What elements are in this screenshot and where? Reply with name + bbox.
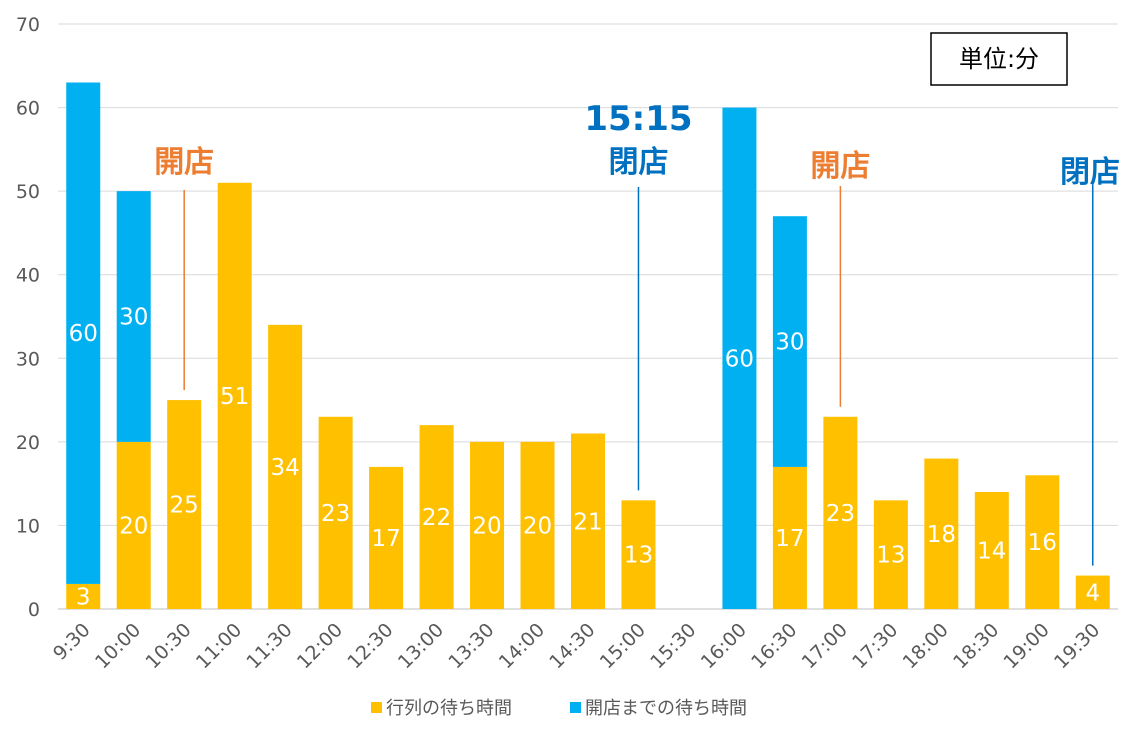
x-tick-label: 19:30 (1050, 619, 1104, 673)
data-label: 60 (69, 321, 98, 347)
x-tick-label: 10:30 (141, 619, 195, 673)
bar-queue (823, 416, 858, 609)
data-label: 20 (472, 513, 501, 539)
x-tick-label: 15:30 (646, 619, 700, 673)
bar-queue (873, 500, 908, 609)
y-axis: 0 10 20 30 40 50 60 70 (16, 14, 40, 621)
x-tick-label: 18:00 (899, 619, 953, 673)
x-tick-label: 19:00 (1000, 619, 1054, 673)
x-tick-label: 16:30 (747, 619, 801, 673)
x-tick-label: 10:00 (91, 619, 145, 673)
bar-opening (66, 82, 101, 584)
legend-label-queue: 行列の待ち時間 (386, 698, 512, 719)
bar-queue (369, 466, 404, 609)
x-tick-label: 12:30 (343, 619, 397, 673)
data-label: 16 (1028, 530, 1057, 556)
data-label: 17 (775, 526, 804, 552)
data-label: 22 (422, 505, 451, 531)
data-label: 60 (725, 346, 754, 372)
x-tick-label: 9:30 (49, 619, 95, 665)
x-tick-label: 14:30 (545, 619, 599, 673)
y-tick-label: 70 (16, 14, 40, 36)
x-tick-label: 17:00 (798, 619, 852, 673)
bar-queue (924, 458, 959, 609)
legend-item-queue: 行列の待ち時間 (371, 698, 512, 719)
bar-queue (217, 182, 252, 610)
x-tick-label: 13:30 (444, 619, 498, 673)
legend-item-opening: 開店までの待ち時間 (570, 698, 747, 719)
bar-queue (268, 324, 303, 609)
bar-opening (722, 107, 757, 610)
legend: 行列の待ち時間 開店までの待ち時間 (371, 698, 747, 719)
x-tick-label: 15:00 (596, 619, 650, 673)
bar-queue (621, 500, 656, 609)
data-label: 34 (271, 455, 300, 481)
data-label: 21 (573, 509, 602, 535)
y-tick-label: 10 (16, 515, 40, 537)
data-label: 17 (371, 526, 400, 552)
bar-queue (470, 441, 505, 609)
x-axis: 9:3010:0010:3011:0011:3012:0012:3013:001… (49, 619, 1104, 673)
data-label: 25 (170, 493, 199, 519)
y-tick-label: 60 (16, 98, 40, 120)
unit-box-label: 単位:分 (959, 45, 1039, 73)
bar-queue (167, 400, 202, 609)
legend-swatch-queue (371, 702, 382, 713)
bar-queue (66, 583, 101, 609)
bar-queue (974, 492, 1009, 609)
x-tick-label: 14:00 (495, 619, 549, 673)
data-label: 13 (624, 543, 653, 569)
y-tick-label: 30 (16, 348, 40, 370)
data-label: 13 (876, 543, 905, 569)
legend-swatch-opening (570, 702, 581, 713)
x-tick-label: 16:00 (697, 619, 751, 673)
bar-queue (772, 466, 807, 609)
bar-queue (419, 425, 454, 609)
bar-queue (116, 441, 151, 609)
y-tick-label: 0 (28, 599, 40, 621)
annotation-label: 開店 (810, 149, 870, 184)
x-tick-label: 11:00 (192, 619, 246, 673)
annotation-label: 閉店 (608, 145, 668, 180)
bar-queue (1025, 475, 1060, 609)
data-label: 20 (119, 513, 148, 539)
bar-queue (520, 441, 555, 609)
data-label: 23 (321, 501, 350, 527)
x-tick-label: 12:00 (293, 619, 347, 673)
bar-queue (1075, 575, 1110, 609)
y-tick-label: 50 (16, 181, 40, 203)
annotation-label: 15:15 (584, 99, 692, 139)
y-tick-label: 20 (16, 432, 40, 454)
x-tick-label: 17:30 (848, 619, 902, 673)
y-tick-label: 40 (16, 265, 40, 287)
data-label: 23 (826, 501, 855, 527)
annotation-label: 閉店 (1060, 155, 1120, 190)
bar-opening (772, 216, 807, 467)
unit-box: 単位:分 (930, 32, 1068, 86)
annotations: 開店 15:15 閉店 開店 閉店 (154, 99, 1120, 566)
data-label: 51 (220, 384, 249, 410)
bar-opening (116, 191, 151, 442)
x-tick-label: 18:30 (949, 619, 1003, 673)
data-label: 30 (119, 305, 148, 331)
data-label: 4 (1085, 580, 1100, 606)
bars: 3 60 20 30 25 51 34 23 17 22 20 20 21 13 60 17 30 23 13 18 1… (66, 82, 1110, 610)
legend-label-opening: 開店までの待ち時間 (585, 698, 747, 719)
bar-queue (571, 433, 605, 609)
data-label: 20 (523, 513, 552, 539)
data-label: 14 (977, 539, 1006, 565)
data-label: 30 (775, 330, 804, 356)
data-label: 3 (76, 584, 91, 610)
bar-queue (318, 416, 353, 609)
x-tick-label: 11:30 (242, 619, 296, 673)
x-tick-label: 13:00 (394, 619, 448, 673)
annotation-label: 開店 (154, 145, 214, 180)
data-label: 18 (927, 522, 956, 548)
